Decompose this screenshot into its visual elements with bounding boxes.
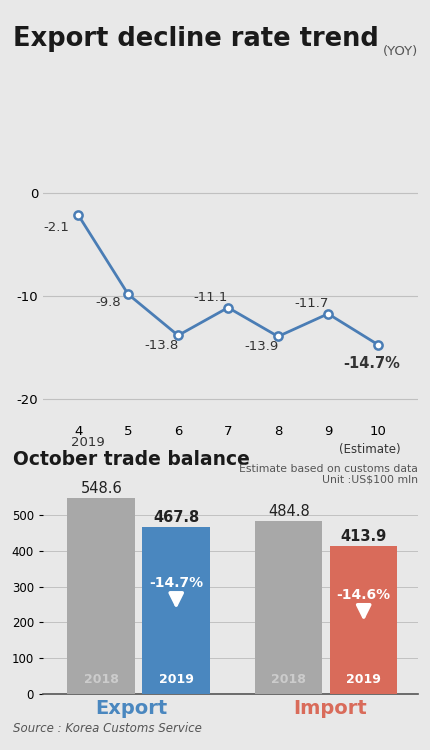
Text: 2019: 2019 (158, 673, 193, 686)
Text: -13.8: -13.8 (144, 339, 178, 352)
Text: -14.7%: -14.7% (149, 576, 203, 590)
Text: 2019: 2019 (345, 673, 380, 686)
Point (274, 331, 281, 343)
Text: Import: Import (292, 699, 366, 718)
Text: (YOY): (YOY) (382, 45, 417, 58)
Text: (Estimate): (Estimate) (338, 442, 400, 455)
Text: October trade balance: October trade balance (13, 450, 249, 469)
Text: 2019: 2019 (71, 436, 105, 449)
Bar (255, 520, 322, 694)
Bar (142, 526, 209, 694)
Point (174, 329, 181, 341)
Text: 2018: 2018 (270, 673, 305, 686)
Text: -11.7: -11.7 (293, 297, 328, 310)
Text: Export decline rate trend: Export decline rate trend (13, 26, 378, 53)
Text: 484.8: 484.8 (267, 503, 309, 518)
Point (374, 339, 381, 351)
Text: Estimate based on customs data: Estimate based on customs data (239, 464, 417, 473)
Point (74, 209, 81, 220)
Text: Unit :US$100 mln: Unit :US$100 mln (321, 474, 417, 484)
Bar (68, 498, 135, 694)
Text: Source : Korea Customs Service: Source : Korea Customs Service (13, 722, 201, 735)
Text: -9.8: -9.8 (95, 296, 121, 309)
Text: 548.6: 548.6 (80, 481, 122, 496)
Point (224, 302, 231, 313)
Text: 413.9: 413.9 (340, 529, 386, 544)
Text: -13.9: -13.9 (243, 340, 278, 353)
Text: -14.7%: -14.7% (342, 356, 399, 370)
Text: 2018: 2018 (83, 673, 118, 686)
Text: 467.8: 467.8 (153, 510, 199, 525)
Text: -14.6%: -14.6% (336, 588, 390, 602)
Text: -2.1: -2.1 (43, 220, 69, 234)
Text: Export: Export (95, 699, 167, 718)
Point (324, 308, 331, 320)
Text: -11.1: -11.1 (193, 291, 227, 304)
Bar (329, 546, 396, 694)
Point (124, 288, 131, 300)
